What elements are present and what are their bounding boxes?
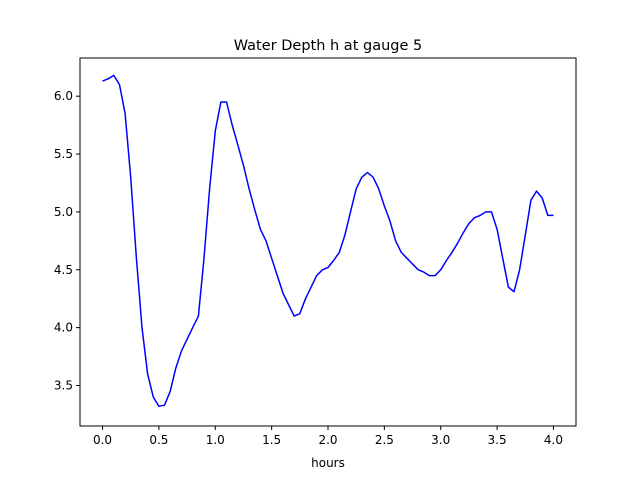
y-tick-label: 4.0	[54, 321, 73, 335]
series-line	[102, 74, 554, 408]
y-tick-label: 5.5	[54, 147, 73, 161]
x-axis-label: hours	[311, 456, 345, 470]
y-tick-label: 3.5	[54, 378, 73, 392]
x-tick-label: 0.0	[93, 433, 112, 447]
x-tick-label: 2.0	[318, 433, 337, 447]
x-tick-label: 3.0	[431, 433, 450, 447]
chart-title: Water Depth h at gauge 5	[234, 38, 422, 54]
y-tick-label: 6.0	[54, 89, 73, 103]
x-tick-label: 3.5	[488, 433, 507, 447]
y-tick-label: 4.5	[54, 263, 73, 277]
x-tick-label: 4.0	[544, 433, 563, 447]
y-tick-label: 5.0	[54, 205, 73, 219]
plot-area	[102, 74, 554, 408]
x-axis: 0.0 0.5 1.0 1.5 2.0 2.5 3.0 3.5 4.0	[93, 426, 563, 447]
x-tick-label: 2.5	[375, 433, 394, 447]
y-axis: 3.5 4.0 4.5 5.0 5.5 6.0	[54, 89, 80, 392]
x-tick-label: 1.0	[206, 433, 225, 447]
x-tick-label: 0.5	[149, 433, 168, 447]
x-tick-label: 1.5	[262, 433, 281, 447]
